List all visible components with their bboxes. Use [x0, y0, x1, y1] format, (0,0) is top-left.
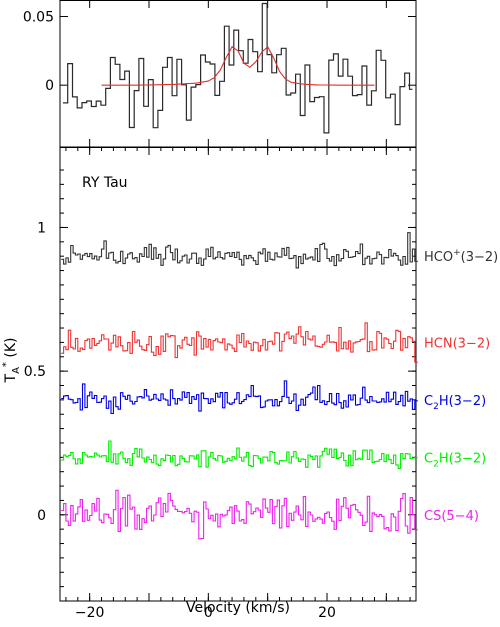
spectrum-0: [61, 232, 418, 269]
y-axis-label: TA* (K): [1, 338, 22, 384]
y-tick-label: 0.5: [24, 364, 46, 380]
y-axis-label-sub: A: [11, 367, 22, 374]
y-axis-label-unit: (K): [3, 338, 19, 363]
spectrum-1: [61, 322, 418, 363]
x-tick-label: −20: [75, 605, 105, 621]
spectrum-3: [61, 440, 418, 470]
series-label-2: C2H(3−2): [424, 394, 486, 412]
series-label-1: HCN(3−2): [424, 336, 490, 351]
panel-title: RY Tau: [82, 175, 128, 191]
top-y-tick-label: 0.05: [23, 9, 54, 25]
top-spectrum-histogram: [63, 2, 413, 134]
spectrum-2: [61, 380, 418, 415]
series-label-4: CS(5−4): [424, 509, 479, 524]
spectrum-4: [61, 489, 418, 540]
top-panel: 00.05: [23, 0, 417, 148]
bottom-panel-frame: [59, 146, 417, 602]
x-tick-label: 20: [318, 605, 336, 621]
x-axis-label: Velocity (km/s): [186, 600, 290, 616]
series-label-0: HCO+(3−2): [424, 248, 498, 265]
y-axis-label-main: T: [3, 373, 19, 383]
top-fit-curve: [101, 45, 375, 86]
series-label-3: C2H(3−2): [424, 451, 486, 469]
y-tick-label: 1: [37, 220, 46, 236]
svg-text:TA* (K): TA* (K): [1, 338, 22, 384]
x-tick-label: 0: [204, 605, 213, 621]
top-y-tick-label: 0: [45, 78, 54, 94]
y-tick-label: 0: [37, 508, 46, 524]
bottom-panel: 0 0.5 1 −20 0 20 HCO+(3−2) HCN(3−2) C2H(3−2) C2H(…: [24, 146, 498, 621]
y-axis-label-sup: *: [1, 362, 12, 367]
